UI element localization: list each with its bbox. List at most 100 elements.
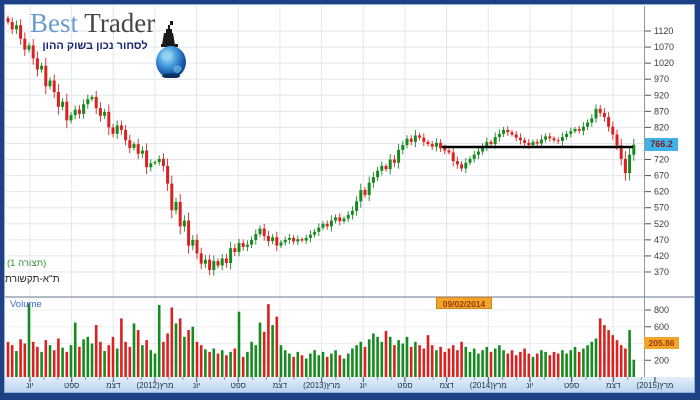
candle-body [552, 138, 556, 141]
time-axis-label: דצמ [272, 381, 288, 390]
volume-bar [603, 325, 606, 377]
volume-bar [48, 345, 52, 377]
candle-body [287, 237, 291, 240]
candle-body [124, 129, 128, 141]
time-axis-label: יונ [359, 381, 367, 390]
candle-body [628, 154, 632, 174]
volume-bar [548, 355, 552, 377]
volume-bar [451, 345, 455, 377]
volume-bar [598, 318, 602, 377]
candle-body [86, 99, 90, 105]
volume-bar [216, 353, 220, 377]
brand-second-word: Trader [84, 8, 156, 38]
volume-bar [254, 345, 258, 377]
volume-bar [359, 341, 363, 377]
volume-bar [435, 350, 438, 377]
volume-bar [489, 351, 493, 377]
candle-body [237, 243, 241, 253]
volume-bar [94, 325, 98, 377]
volume-bar [267, 304, 270, 377]
volume-bar [57, 338, 60, 377]
volume-bar [157, 304, 161, 377]
candle-body [409, 138, 413, 142]
volume-bar [439, 346, 442, 377]
volume-bar [296, 351, 300, 377]
volume-bar [10, 345, 14, 377]
volume-bar [380, 341, 384, 377]
volume-bar [212, 348, 216, 377]
candle-body [161, 158, 165, 166]
candle-body [506, 129, 510, 133]
volume-tick-label: 800 [654, 305, 669, 315]
volume-bar [283, 350, 287, 377]
volume-bar [111, 336, 115, 377]
price-tick-label: 520 [654, 219, 669, 229]
volume-bar [502, 350, 505, 377]
volume-bar [426, 335, 430, 377]
volume-pane-label: Volume [10, 299, 42, 310]
last-volume-badge: 205.86 [644, 337, 679, 349]
candle-body [342, 218, 346, 222]
volume-bar [506, 353, 510, 377]
candle-body [23, 38, 27, 50]
volume-bar [493, 348, 497, 377]
candle-body [128, 140, 132, 148]
volume-bar [204, 349, 207, 377]
candle-body [544, 136, 548, 140]
volume-bar [510, 350, 514, 377]
candle-body [371, 177, 375, 183]
volume-bar [61, 347, 64, 377]
candle-body [203, 259, 207, 264]
candle-body [338, 217, 342, 222]
candle-body [548, 136, 552, 139]
candle-body [82, 104, 86, 114]
volume-bar [447, 348, 451, 377]
candle-body [363, 190, 367, 195]
volume-bar [107, 345, 111, 377]
candle-body [392, 159, 396, 163]
candle-body [527, 142, 531, 146]
brand-title: Best Trader [30, 8, 220, 38]
volume-bar [590, 341, 594, 377]
volume-bar [15, 351, 18, 377]
candle-body [497, 133, 501, 138]
candle-body [443, 148, 447, 151]
time-axis-label: דצמ [106, 381, 121, 390]
candle-body [300, 239, 304, 241]
volume-bar [363, 346, 367, 377]
candle-body [346, 214, 350, 219]
volume-bar [397, 340, 400, 377]
time-axis-label: ספט [397, 381, 413, 390]
time-axis-strip [4, 377, 695, 393]
volume-bar [355, 345, 358, 377]
volume-bar [246, 351, 249, 377]
volume-bar [430, 345, 434, 377]
globe-logo-icon [152, 20, 192, 79]
candle-body [388, 159, 392, 170]
candle-body [191, 239, 195, 246]
time-axis-label: מרץ(2015) [636, 381, 674, 390]
candle-body [401, 145, 405, 150]
volume-bar [103, 351, 106, 377]
candle-body [266, 235, 270, 242]
volume-bar [149, 350, 153, 377]
volume-bar [78, 346, 81, 377]
price-tick-label: 920 [654, 90, 669, 100]
candle-body [44, 65, 48, 87]
candle-body [451, 152, 455, 162]
candle-body [149, 163, 153, 168]
candle-body [405, 138, 409, 146]
volume-bar [141, 345, 144, 377]
time-axis-label: ספט [563, 381, 580, 390]
volume-bar [582, 348, 585, 377]
volume-bar [422, 348, 426, 377]
volume-bar [220, 350, 224, 377]
candle-body [430, 144, 434, 147]
volume-bar [531, 356, 535, 377]
price-tick-label: 820 [654, 122, 669, 132]
candle-body [136, 144, 140, 154]
volume-bar [40, 351, 43, 377]
candle-body [279, 242, 283, 246]
volume-bar [338, 355, 342, 377]
